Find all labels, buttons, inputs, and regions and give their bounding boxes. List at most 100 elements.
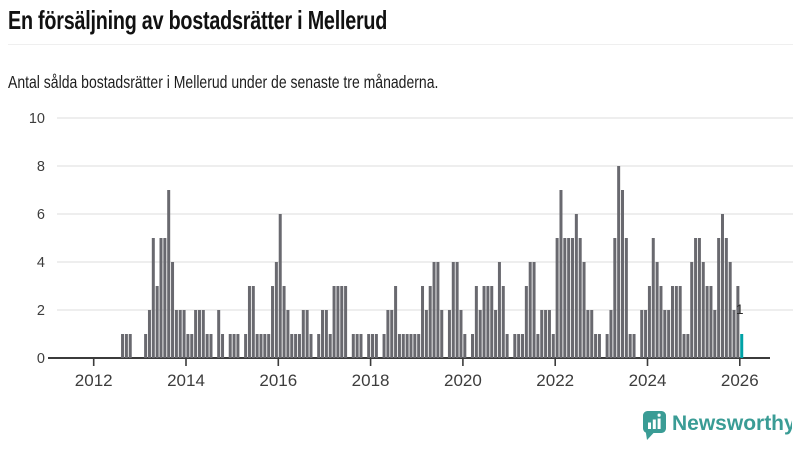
bar [497, 262, 501, 358]
bar [732, 310, 736, 358]
bar [697, 238, 701, 358]
bar [209, 334, 213, 358]
bar [559, 190, 563, 358]
bar [228, 334, 232, 358]
bar [263, 334, 267, 358]
bar [463, 334, 467, 358]
bar [351, 334, 355, 358]
bar [274, 262, 278, 358]
bar [171, 262, 175, 358]
bar [574, 214, 578, 358]
bar [436, 262, 440, 358]
bar [547, 310, 551, 358]
mini-bar-3 [657, 418, 661, 429]
bar [597, 334, 601, 358]
last-value-label: 1 [736, 302, 744, 317]
bar [309, 334, 313, 358]
bar [394, 286, 398, 358]
x-tick-label: 2012 [75, 371, 113, 390]
bar [278, 214, 282, 358]
bar [305, 310, 309, 358]
bar [551, 334, 555, 358]
y-tick-label: 8 [37, 159, 45, 175]
bar [624, 238, 628, 358]
bar [182, 310, 186, 358]
bar [594, 334, 598, 358]
bar [167, 190, 171, 358]
bar [432, 262, 436, 358]
bar [221, 334, 225, 358]
bar [490, 286, 494, 358]
bar [390, 310, 394, 358]
bar [578, 238, 582, 358]
y-tick-label: 10 [29, 111, 45, 127]
y-tick-label: 0 [37, 351, 45, 367]
bar [647, 286, 651, 358]
bar [694, 238, 698, 358]
bar [686, 334, 690, 358]
bar [705, 286, 709, 358]
bar [244, 334, 248, 358]
mini-bar-1 [648, 422, 651, 429]
y-tick-label: 2 [37, 303, 45, 319]
bar [582, 262, 586, 358]
page-title: En försäljning av bostadsrätter i Meller… [8, 5, 388, 35]
bar [294, 334, 298, 358]
newsworthy-logo-icon [643, 411, 666, 440]
bar [421, 286, 425, 358]
bar [405, 334, 409, 358]
bar [567, 238, 571, 358]
x-tick-label: 2026 [721, 371, 759, 390]
bar [590, 310, 594, 358]
bar [563, 238, 567, 358]
bar [382, 334, 386, 358]
bar [621, 190, 625, 358]
x-tick-label: 2024 [629, 371, 667, 390]
bar [682, 334, 686, 358]
bar [201, 310, 205, 358]
highlighted-bar [740, 334, 744, 358]
bar [190, 334, 194, 358]
bar [447, 310, 451, 358]
x-tick-label: 2020 [444, 371, 482, 390]
bar [571, 238, 575, 358]
bar [355, 334, 359, 358]
bar [205, 334, 209, 358]
bar [321, 310, 325, 358]
bar [232, 334, 236, 358]
bar [440, 310, 444, 358]
bar [544, 310, 548, 358]
bar [324, 310, 328, 358]
bar [374, 334, 378, 358]
bar [736, 286, 740, 358]
mini-bar-2 [652, 419, 656, 429]
bar [513, 334, 517, 358]
bar [121, 334, 125, 358]
bar [397, 334, 401, 358]
bar [663, 310, 667, 358]
bar [609, 310, 613, 358]
bar [290, 334, 294, 358]
x-tick-label: 2016 [259, 371, 297, 390]
bar [474, 286, 478, 358]
bar [724, 238, 728, 358]
bar [651, 238, 655, 358]
bar [367, 334, 371, 358]
bar [632, 334, 636, 358]
bar [247, 286, 251, 358]
bar [482, 286, 486, 358]
bar [644, 310, 648, 358]
bar [163, 238, 167, 358]
bar [340, 286, 344, 358]
bar [251, 286, 255, 358]
bar [286, 310, 290, 358]
bar [344, 286, 348, 358]
bar [670, 286, 674, 358]
bar [478, 310, 482, 358]
y-tick-label: 6 [37, 207, 45, 223]
bar [424, 310, 428, 358]
bar [413, 334, 417, 358]
bar [328, 334, 332, 358]
bar [451, 262, 455, 358]
bar [217, 310, 221, 358]
